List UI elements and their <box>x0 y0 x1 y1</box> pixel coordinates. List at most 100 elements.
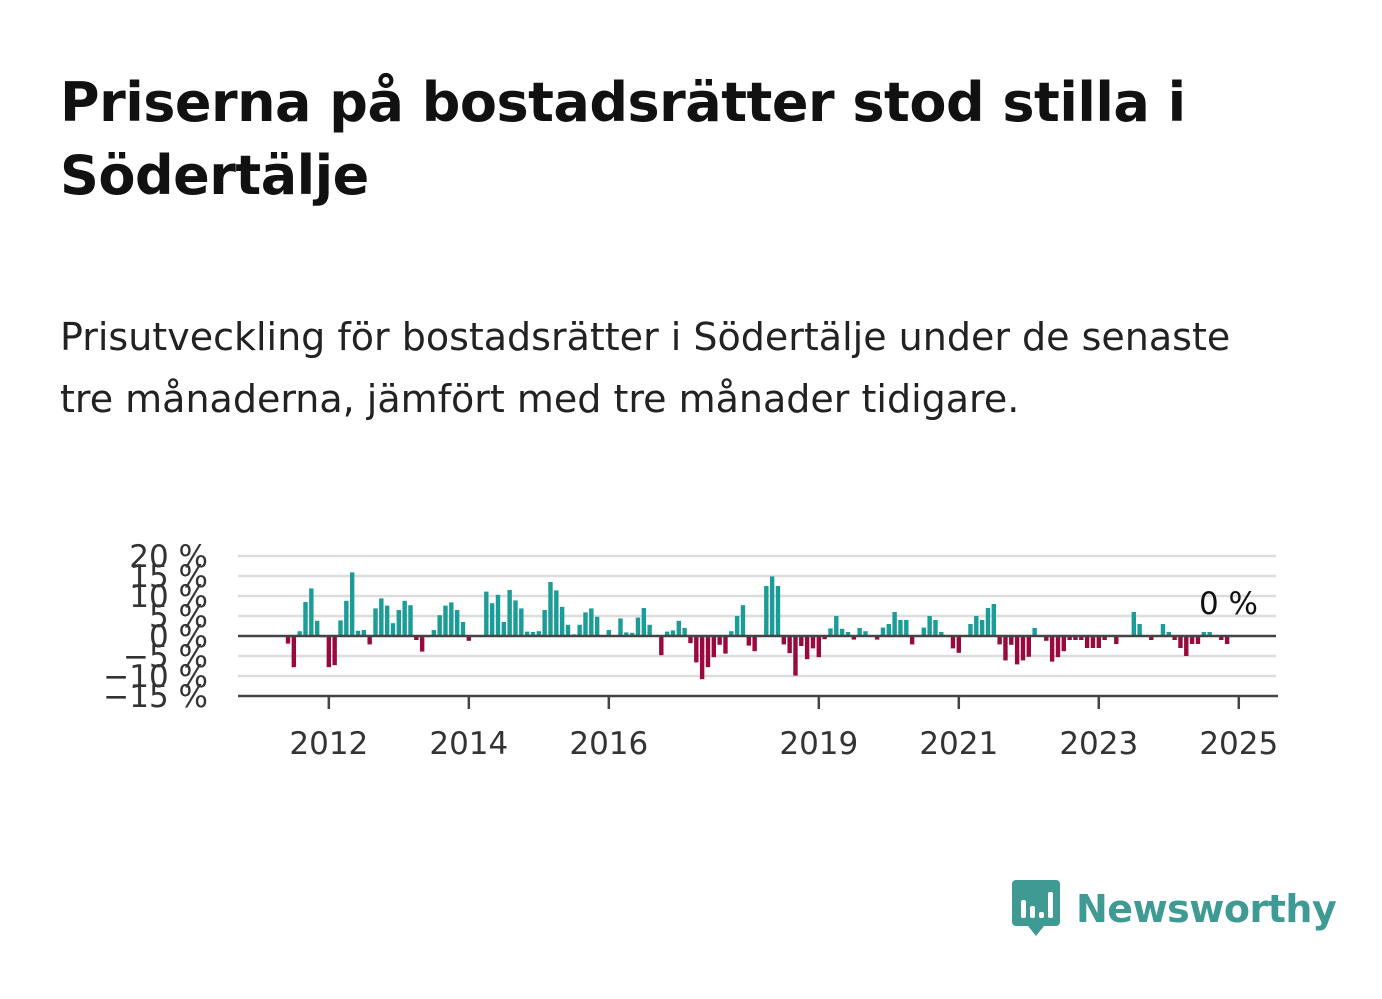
bar <box>583 612 588 636</box>
x-tick-label: 2016 <box>569 726 648 762</box>
bar <box>309 588 314 636</box>
bar <box>723 636 728 654</box>
bar <box>711 636 717 658</box>
bar <box>1137 624 1142 636</box>
bar <box>1055 636 1061 658</box>
bar <box>793 636 798 676</box>
bar <box>454 610 460 636</box>
bar <box>303 602 308 636</box>
last-value-label: 0 % <box>1199 586 1258 622</box>
bar <box>384 605 390 636</box>
bar <box>285 636 291 644</box>
bar <box>828 628 833 636</box>
bar <box>349 572 355 636</box>
bar <box>1189 636 1195 644</box>
x-axis-tick-labels: 2012 2014 2016 2019 2021 2023 2025 <box>289 696 1278 762</box>
bar <box>699 636 705 680</box>
bar <box>338 620 343 636</box>
bar <box>449 602 454 636</box>
bar <box>379 598 384 636</box>
bar <box>1224 636 1230 644</box>
x-tick-label: 2012 <box>289 726 368 762</box>
x-tick-label: 2019 <box>779 726 858 762</box>
bar <box>775 586 781 636</box>
y-tick-label: 5 % <box>149 599 208 635</box>
bar <box>606 630 612 636</box>
bar <box>524 631 530 636</box>
bar <box>1166 632 1171 636</box>
bar <box>816 636 821 658</box>
bar <box>834 616 839 636</box>
bar <box>717 636 722 645</box>
bar <box>1044 636 1049 641</box>
bar <box>921 627 926 636</box>
bar <box>688 636 693 644</box>
bar <box>1102 636 1107 640</box>
bar <box>344 600 349 636</box>
y-tick-label: 20 % <box>129 539 208 575</box>
bar <box>880 627 886 636</box>
bar <box>414 636 419 640</box>
bar <box>513 600 518 636</box>
bar <box>822 636 827 640</box>
bar <box>664 631 670 636</box>
bar <box>1084 636 1090 648</box>
brand-name: Newsworthy <box>1076 887 1337 931</box>
bar <box>1003 636 1008 661</box>
bar <box>373 608 378 636</box>
bar <box>1073 636 1078 640</box>
bar <box>974 616 979 636</box>
bar <box>1131 612 1136 636</box>
bar <box>501 622 507 636</box>
bar <box>1090 636 1096 648</box>
bar <box>694 636 699 663</box>
bar <box>618 618 623 636</box>
bar <box>1079 636 1084 640</box>
bar <box>799 636 804 646</box>
bar <box>886 624 891 636</box>
bar <box>361 630 367 636</box>
bar <box>559 606 565 636</box>
bar <box>624 632 629 636</box>
bar <box>892 612 897 636</box>
bar <box>898 620 903 636</box>
bar <box>729 631 734 636</box>
bar <box>746 636 752 646</box>
bar <box>1014 636 1020 665</box>
bar <box>443 605 448 636</box>
bar <box>1067 636 1072 640</box>
bar <box>752 636 757 652</box>
bar <box>1049 636 1055 662</box>
bar <box>495 594 501 636</box>
bar <box>734 616 740 636</box>
bar <box>670 630 676 636</box>
bar <box>1020 636 1026 661</box>
bar <box>705 636 711 668</box>
bar <box>997 636 1002 645</box>
bar <box>326 636 332 668</box>
y-axis-tick-labels: 20 %15 %10 %5 %0 %−5 %−10 %−15 % <box>103 539 208 715</box>
bar <box>839 628 845 636</box>
bar <box>927 616 932 636</box>
bar <box>956 636 961 653</box>
bar <box>985 608 991 636</box>
y-tick-label: −5 % <box>123 639 208 675</box>
y-tick-label: 15 % <box>129 559 208 595</box>
bar <box>764 586 769 636</box>
bar <box>577 624 582 636</box>
bar <box>542 610 547 636</box>
bar <box>408 605 413 636</box>
bar <box>1149 636 1154 640</box>
bar <box>489 603 495 636</box>
bar <box>548 582 553 636</box>
bar <box>968 624 973 636</box>
x-tick-label: 2025 <box>1199 726 1278 762</box>
bar <box>740 605 746 636</box>
bar <box>769 576 775 636</box>
bar <box>332 636 337 666</box>
bar <box>1032 628 1037 636</box>
chart-gridlines <box>238 554 1276 678</box>
bar <box>355 630 361 636</box>
bar-chart: 20 %15 %10 %5 %0 %−5 %−10 %−15 % 2012 201… <box>103 539 1278 762</box>
bar <box>629 632 635 636</box>
